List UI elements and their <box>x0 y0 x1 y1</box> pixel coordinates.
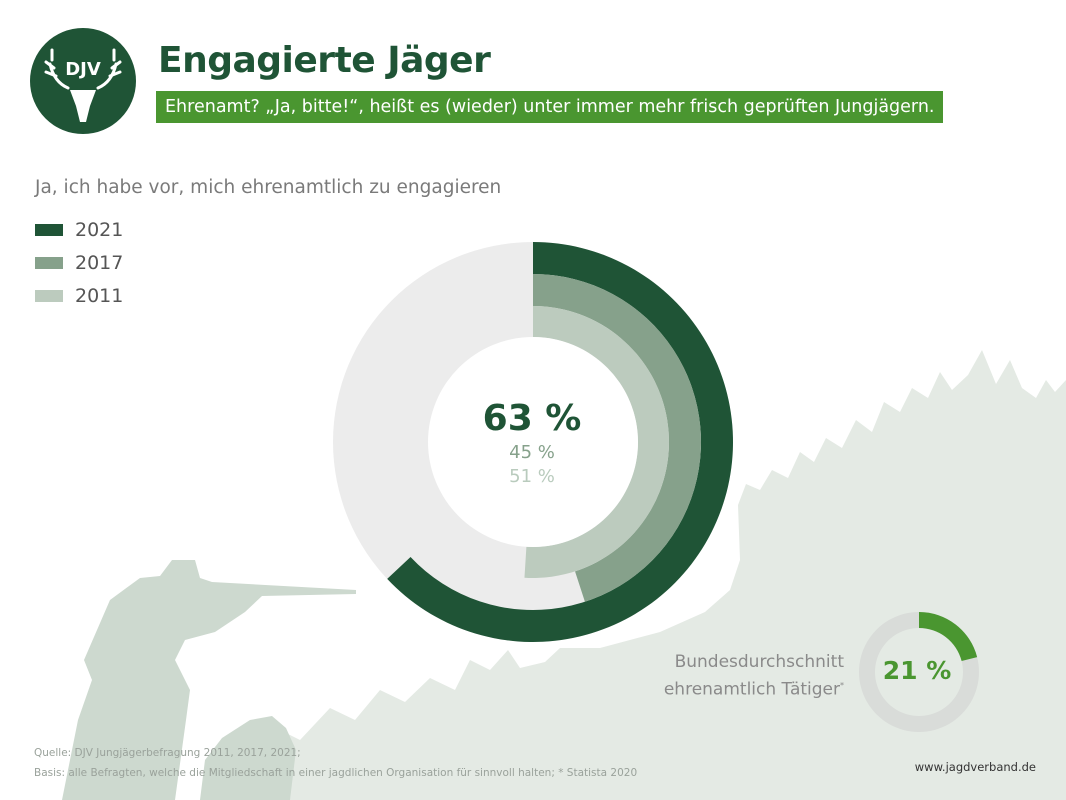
footnote-marker: * <box>840 681 844 690</box>
donut-arc-2021 <box>387 242 733 642</box>
donut-hole <box>428 337 638 547</box>
deer-head-icon <box>70 90 96 122</box>
forest-silhouette <box>200 350 1066 800</box>
legend-swatch-2021 <box>35 223 63 236</box>
national-average-label-line2: ehrenamtlich Tätiger <box>663 679 840 700</box>
national-average-label: Bundesdurchschnitt ehrenamtlich Tätiger* <box>664 650 844 702</box>
national-average-label-line1: Bundesdurchschnitt <box>674 652 844 672</box>
legend-label-2017: 2017 <box>75 251 124 274</box>
value-label-2011: 51 % <box>509 466 555 487</box>
hunter-silhouette <box>62 560 356 800</box>
legend-swatch-2011 <box>35 289 63 302</box>
donut-arc-2011 <box>524 306 669 578</box>
source-line: Quelle: DJV Jungjägerbefragung 2011, 201… <box>34 747 301 759</box>
legend-label-2021: 2021 <box>75 218 124 241</box>
value-label-2017: 45 % <box>509 442 555 463</box>
website-link[interactable]: www.jagdverband.de <box>914 760 1036 774</box>
main-donut-chart <box>333 242 733 642</box>
chart-legend: 2021 2017 2011 <box>35 213 123 312</box>
legend-item-2021: 2021 <box>35 213 123 246</box>
legend-label-2011: 2011 <box>75 284 124 307</box>
page-subtitle: Ehrenamt? „Ja, bitte!“, heißt es (wieder… <box>156 91 944 123</box>
national-average-value: 21 % <box>882 656 952 685</box>
source-note: Quelle: DJV Jungjägerbefragung 2011, 201… <box>34 743 637 783</box>
donut-arc-2017 <box>533 274 701 602</box>
page-title: Engagierte Jäger <box>158 40 491 81</box>
djv-logo: DJV <box>30 28 136 134</box>
value-label-2021: 63 % <box>482 398 582 439</box>
legend-item-2011: 2011 <box>35 279 123 312</box>
national-average-donut <box>858 612 979 733</box>
chart-title: Ja, ich habe vor, mich ehrenamtlich zu e… <box>35 177 502 198</box>
small-donut-arc <box>919 612 978 662</box>
legend-swatch-2017 <box>35 256 63 269</box>
legend-item-2017: 2017 <box>35 246 123 279</box>
logo-text: DJV <box>65 59 101 80</box>
deer-antler-icon <box>44 48 122 90</box>
basis-line: Basis: alle Befragten, welche die Mitgli… <box>34 767 638 779</box>
